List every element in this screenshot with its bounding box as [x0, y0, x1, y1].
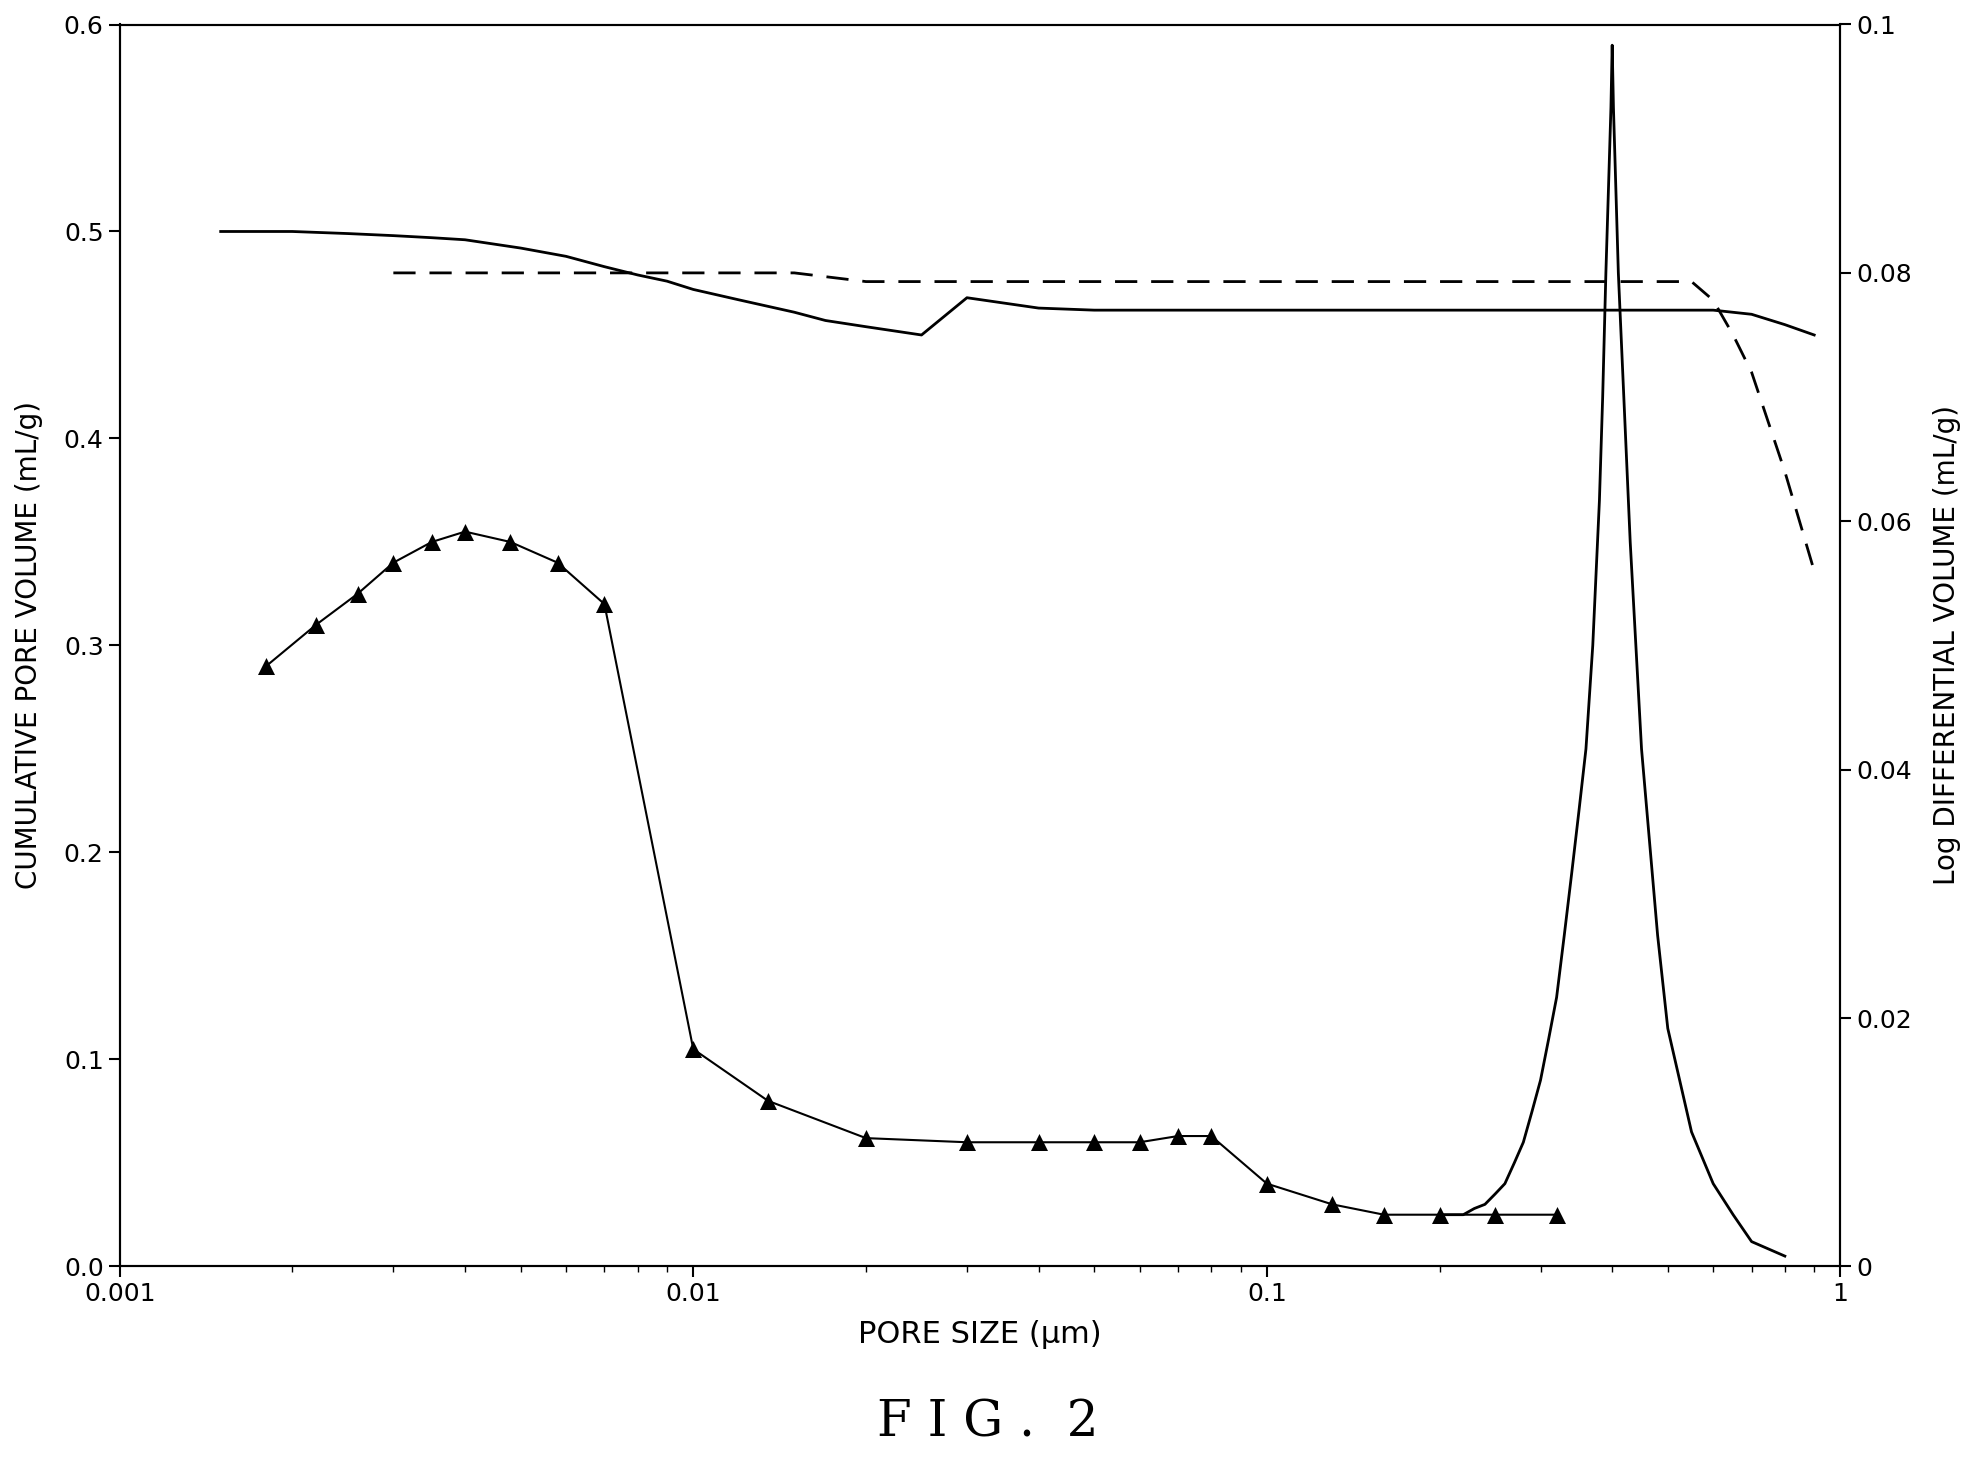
- Point: [1541, 1203, 1573, 1226]
- Point: [1367, 1203, 1399, 1226]
- Text: F I G .  2: F I G . 2: [877, 1398, 1099, 1448]
- Point: [415, 530, 447, 553]
- Point: [1024, 1131, 1055, 1155]
- Point: [541, 552, 573, 575]
- Point: [342, 582, 373, 606]
- Point: [753, 1089, 784, 1112]
- Point: [1195, 1124, 1227, 1147]
- Point: [1316, 1193, 1348, 1216]
- Point: [589, 593, 620, 616]
- Point: [449, 519, 480, 543]
- Point: [494, 530, 526, 553]
- Point: [300, 613, 332, 637]
- Point: [1162, 1124, 1194, 1147]
- Point: [251, 654, 283, 678]
- Y-axis label: CUMULATIVE PORE VOLUME (mL/g): CUMULATIVE PORE VOLUME (mL/g): [16, 402, 43, 889]
- X-axis label: PORE SIZE (μm): PORE SIZE (μm): [858, 1320, 1103, 1350]
- Point: [1124, 1131, 1156, 1155]
- Point: [1425, 1203, 1456, 1226]
- Point: [1251, 1172, 1282, 1196]
- Point: [1480, 1203, 1512, 1226]
- Y-axis label: Log DIFFERENTIAL VOLUME (mL/g): Log DIFFERENTIAL VOLUME (mL/g): [1933, 405, 1960, 886]
- Point: [377, 552, 409, 575]
- Point: [1079, 1131, 1111, 1155]
- Point: [850, 1127, 881, 1150]
- Point: [678, 1037, 709, 1061]
- Point: [950, 1131, 982, 1155]
